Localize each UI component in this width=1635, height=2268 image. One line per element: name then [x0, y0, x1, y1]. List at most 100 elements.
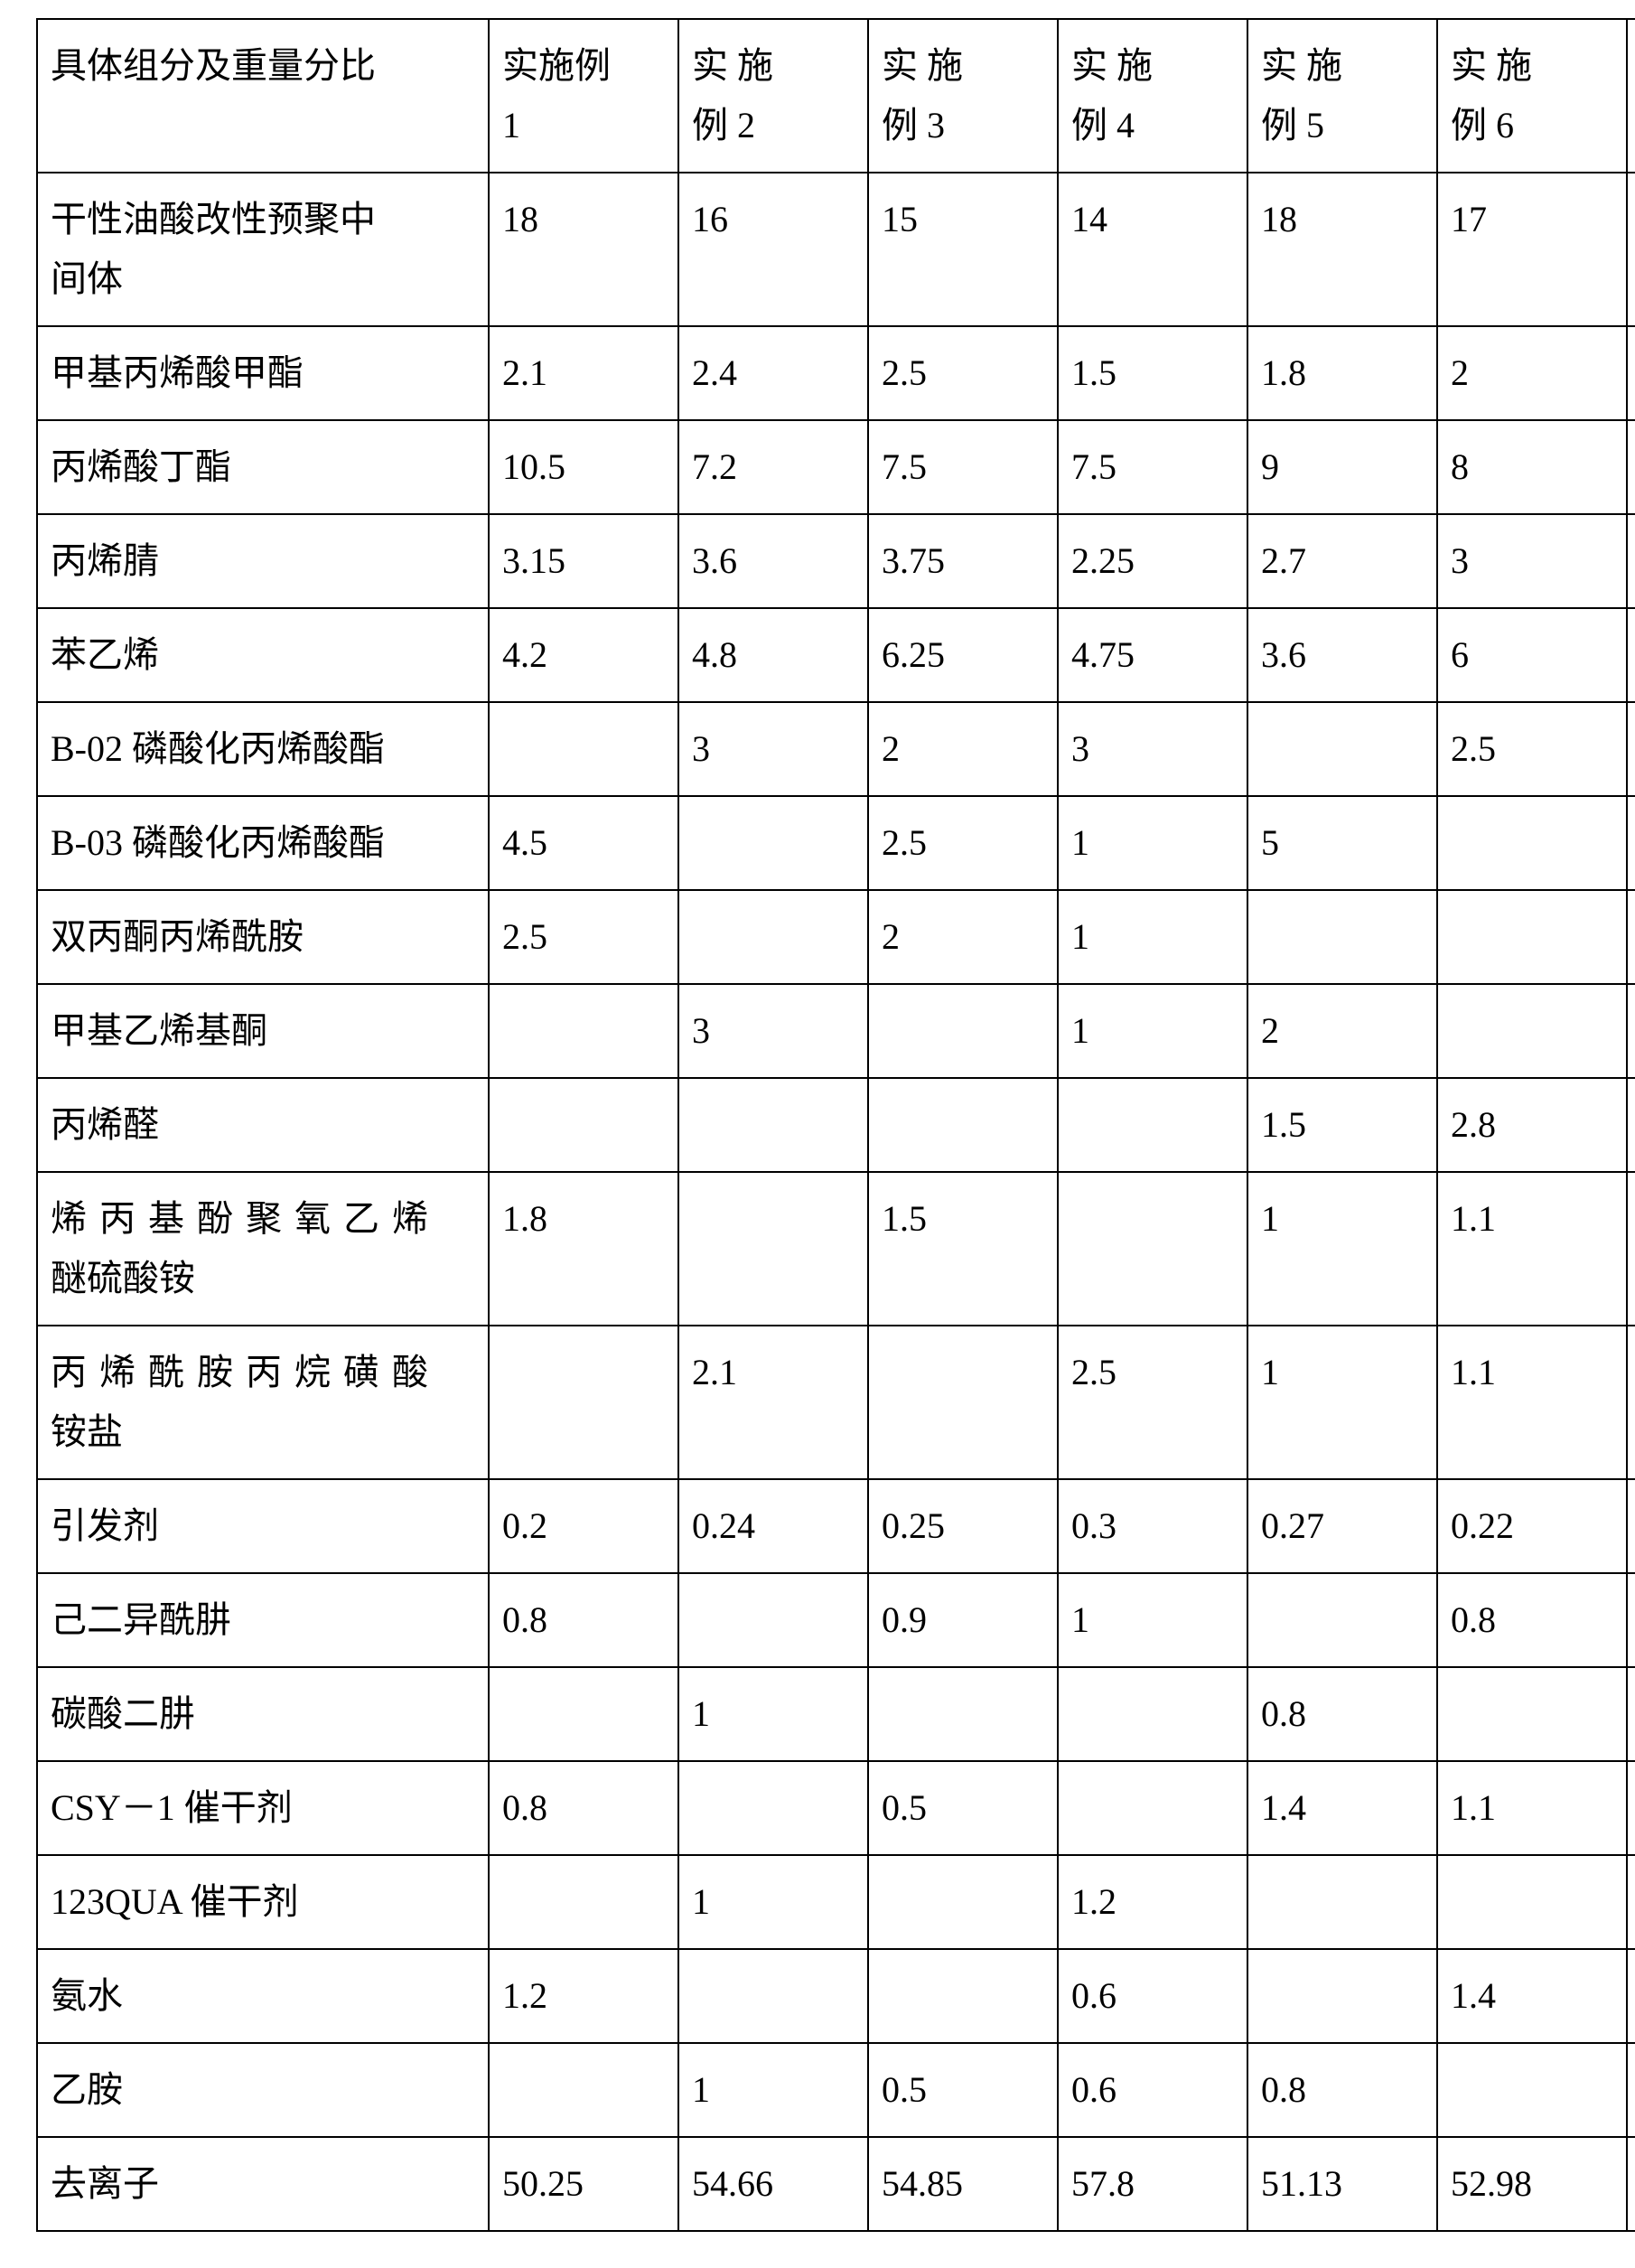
row-19-col-7: 56.7 [1627, 2137, 1635, 2231]
row-16-col-7: 1.5 [1627, 1855, 1635, 1949]
row-0-col-5: 18 [1247, 173, 1437, 326]
row-7-col-5 [1247, 890, 1437, 984]
row-11-col-2: 2.1 [678, 1326, 868, 1479]
header-col-2: 实 施例 2 [678, 19, 868, 173]
row-1-label-cell: 甲基丙烯酸甲酯 [37, 326, 489, 420]
row-14-col-3 [868, 1667, 1058, 1761]
row-3-col-2-value: 3.6 [692, 540, 737, 581]
row-2-col-1: 10.5 [489, 420, 678, 514]
row-19-col-1: 50.25 [489, 2137, 678, 2231]
row-14-label: 碳酸二肼 [51, 1693, 195, 1734]
row-9-col-6-value: 2.8 [1451, 1104, 1496, 1145]
header-col-5: 实 施例 5 [1247, 19, 1437, 173]
header-col-6-l2: 例 6 [1451, 105, 1514, 145]
row-17-col-5 [1247, 1949, 1437, 2043]
row-8-col-2: 3 [678, 984, 868, 1078]
header-col-6-l1: 实 施 [1451, 45, 1532, 86]
row-4-col-4-value: 4.75 [1071, 634, 1135, 675]
row-15-col-5-value: 1.4 [1261, 1787, 1306, 1828]
row-4-label-cell: 苯乙烯 [37, 608, 489, 702]
table-row: 氨水1.20.61.41.0 [37, 1949, 1635, 2043]
row-15-col-1-value: 0.8 [502, 1787, 547, 1828]
row-0-col-6-value: 17 [1451, 199, 1487, 239]
row-12-col-6: 0.22 [1437, 1479, 1627, 1573]
row-8-col-4: 1 [1058, 984, 1247, 1078]
row-14-col-2: 1 [678, 1667, 868, 1761]
table-row: 双丙酮丙烯酰胺2.5211 [37, 890, 1635, 984]
row-7-col-4: 1 [1058, 890, 1247, 984]
row-12-col-6-value: 0.22 [1451, 1505, 1514, 1546]
row-1-col-2-value: 2.4 [692, 352, 737, 393]
row-18-label: 乙胺 [51, 2069, 123, 2110]
row-16-col-3 [868, 1855, 1058, 1949]
row-19-col-6: 52.98 [1437, 2137, 1627, 2231]
row-8-col-1 [489, 984, 678, 1078]
header-col-4-l2: 例 4 [1071, 105, 1135, 145]
row-4-col-4: 4.75 [1058, 608, 1247, 702]
table-row: 烯丙基酚聚氧乙烯醚硫酸铵1.81.511.11.2 [37, 1172, 1635, 1326]
row-10-col-2 [678, 1172, 868, 1326]
row-2-col-3: 7.5 [868, 420, 1058, 514]
header-col-3: 实 施例 3 [868, 19, 1058, 173]
row-9-col-1 [489, 1078, 678, 1172]
row-11-col-2-value: 2.1 [692, 1352, 737, 1392]
row-7-col-2 [678, 890, 868, 984]
row-0-label-l2: 间体 [51, 258, 123, 299]
row-2-col-4: 7.5 [1058, 420, 1247, 514]
row-0-col-1: 18 [489, 173, 678, 326]
row-7-col-6 [1437, 890, 1627, 984]
row-6-col-5-value: 5 [1261, 822, 1279, 863]
table-row: B-03 磷酸化丙烯酸酯4.52.5152.5 [37, 796, 1635, 890]
row-12-col-5: 0.27 [1247, 1479, 1437, 1573]
row-3-label: 丙烯腈 [51, 540, 159, 581]
row-11-label-l2: 铵盐 [51, 1411, 123, 1452]
row-17-label-cell: 氨水 [37, 1949, 489, 2043]
row-0-col-3: 15 [868, 173, 1058, 326]
row-14-col-5: 0.8 [1247, 1667, 1437, 1761]
row-13-col-3: 0.9 [868, 1573, 1058, 1667]
row-13-col-3-value: 0.9 [882, 1599, 927, 1640]
row-0-label-l1: 干性油酸改性预聚中 [51, 199, 376, 239]
row-10-col-3-value: 1.5 [882, 1198, 927, 1239]
row-3-col-1: 3.15 [489, 514, 678, 608]
row-15-col-3: 0.5 [868, 1761, 1058, 1855]
row-17-col-4: 0.6 [1058, 1949, 1247, 2043]
row-11-col-3 [868, 1326, 1058, 1479]
composition-table: 具体组分及重量分比实施例1实 施例 2实 施例 3实 施例 4实 施例 5实 施… [36, 18, 1635, 2232]
row-1-col-1-value: 2.1 [502, 352, 547, 393]
table-row: 丙烯酰胺丙烷磺酸铵盐2.12.511.10.6 [37, 1326, 1635, 1479]
row-12-col-7: 0.3 [1627, 1479, 1635, 1573]
row-5-col-2-value: 3 [692, 728, 710, 769]
row-4-col-2-value: 4.8 [692, 634, 737, 675]
row-2-label: 丙烯酸丁酯 [51, 446, 231, 487]
row-15-col-6-value: 1.1 [1451, 1787, 1496, 1828]
row-19-label-cell: 去离子 [37, 2137, 489, 2231]
row-19-col-3: 54.85 [868, 2137, 1058, 2231]
row-12-col-3-value: 0.25 [882, 1505, 945, 1546]
row-18-col-2-value: 1 [692, 2069, 710, 2110]
row-19-col-3-value: 54.85 [882, 2163, 963, 2204]
row-19-col-2-value: 54.66 [692, 2163, 773, 2204]
row-3-col-4-value: 2.25 [1071, 540, 1135, 581]
row-10-col-1: 1.8 [489, 1172, 678, 1326]
row-16-col-2: 1 [678, 1855, 868, 1949]
row-19-col-5: 51.13 [1247, 2137, 1437, 2231]
row-11-label-l1: 丙烯酰胺丙烷磺酸 [51, 1352, 441, 1392]
row-18-col-5: 0.8 [1247, 2043, 1437, 2137]
row-9-col-4 [1058, 1078, 1247, 1172]
row-1-label: 甲基丙烯酸甲酯 [51, 352, 304, 393]
row-6-col-4-value: 1 [1071, 822, 1089, 863]
row-15-col-5: 1.4 [1247, 1761, 1437, 1855]
row-0-col-4: 14 [1058, 173, 1247, 326]
row-18-col-3-value: 0.5 [882, 2069, 927, 2110]
row-10-label-cell: 烯丙基酚聚氧乙烯醚硫酸铵 [37, 1172, 489, 1326]
row-13-col-1-value: 0.8 [502, 1599, 547, 1640]
row-7-label-cell: 双丙酮丙烯酰胺 [37, 890, 489, 984]
row-8-col-7: 1 [1627, 984, 1635, 1078]
row-4-col-6-value: 6 [1451, 634, 1469, 675]
row-18-col-1 [489, 2043, 678, 2137]
row-17-col-3 [868, 1949, 1058, 2043]
row-16-label: 123QUA 催干剂 [51, 1881, 298, 1922]
row-6-label-cell: B-03 磷酸化丙烯酸酯 [37, 796, 489, 890]
row-13-label-cell: 己二异酰肼 [37, 1573, 489, 1667]
